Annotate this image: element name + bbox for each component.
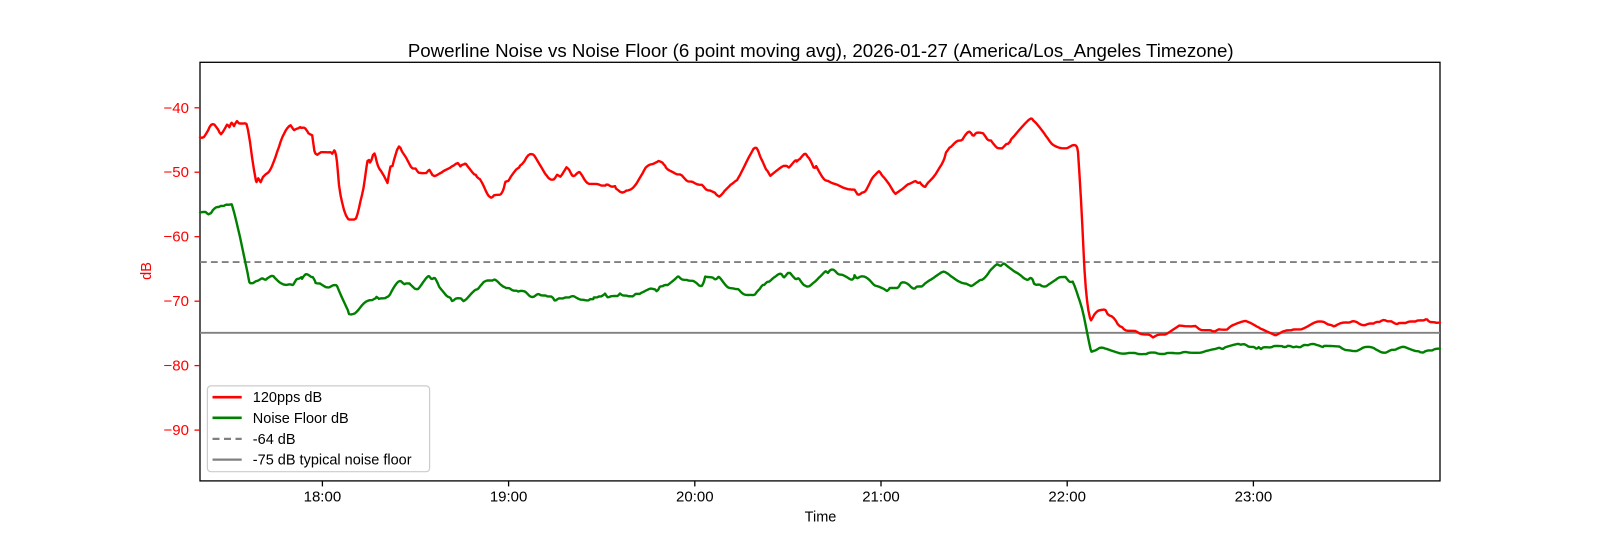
svg-text:−40: −40 (164, 100, 189, 117)
svg-text:19:00: 19:00 (490, 488, 528, 505)
svg-text:Noise Floor dB: Noise Floor dB (253, 411, 349, 427)
svg-text:−90: −90 (164, 422, 189, 439)
svg-text:−50: −50 (164, 164, 189, 181)
svg-text:18:00: 18:00 (304, 488, 342, 505)
svg-text:−80: −80 (164, 358, 189, 375)
svg-text:-64 dB: -64 dB (253, 432, 296, 448)
svg-text:23:00: 23:00 (1235, 488, 1273, 505)
svg-text:Powerline Noise vs Noise Floor: Powerline Noise vs Noise Floor (6 point … (408, 40, 1234, 62)
svg-text:-75 dB typical noise floor: -75 dB typical noise floor (253, 453, 412, 469)
svg-text:Time: Time (805, 510, 837, 526)
svg-text:−60: −60 (164, 229, 189, 246)
svg-text:22:00: 22:00 (1048, 488, 1086, 505)
svg-text:120pps dB: 120pps dB (253, 390, 322, 406)
svg-text:21:00: 21:00 (862, 488, 900, 505)
svg-text:20:00: 20:00 (676, 488, 714, 505)
svg-text:dB: dB (139, 262, 155, 280)
svg-text:−70: −70 (164, 293, 189, 310)
